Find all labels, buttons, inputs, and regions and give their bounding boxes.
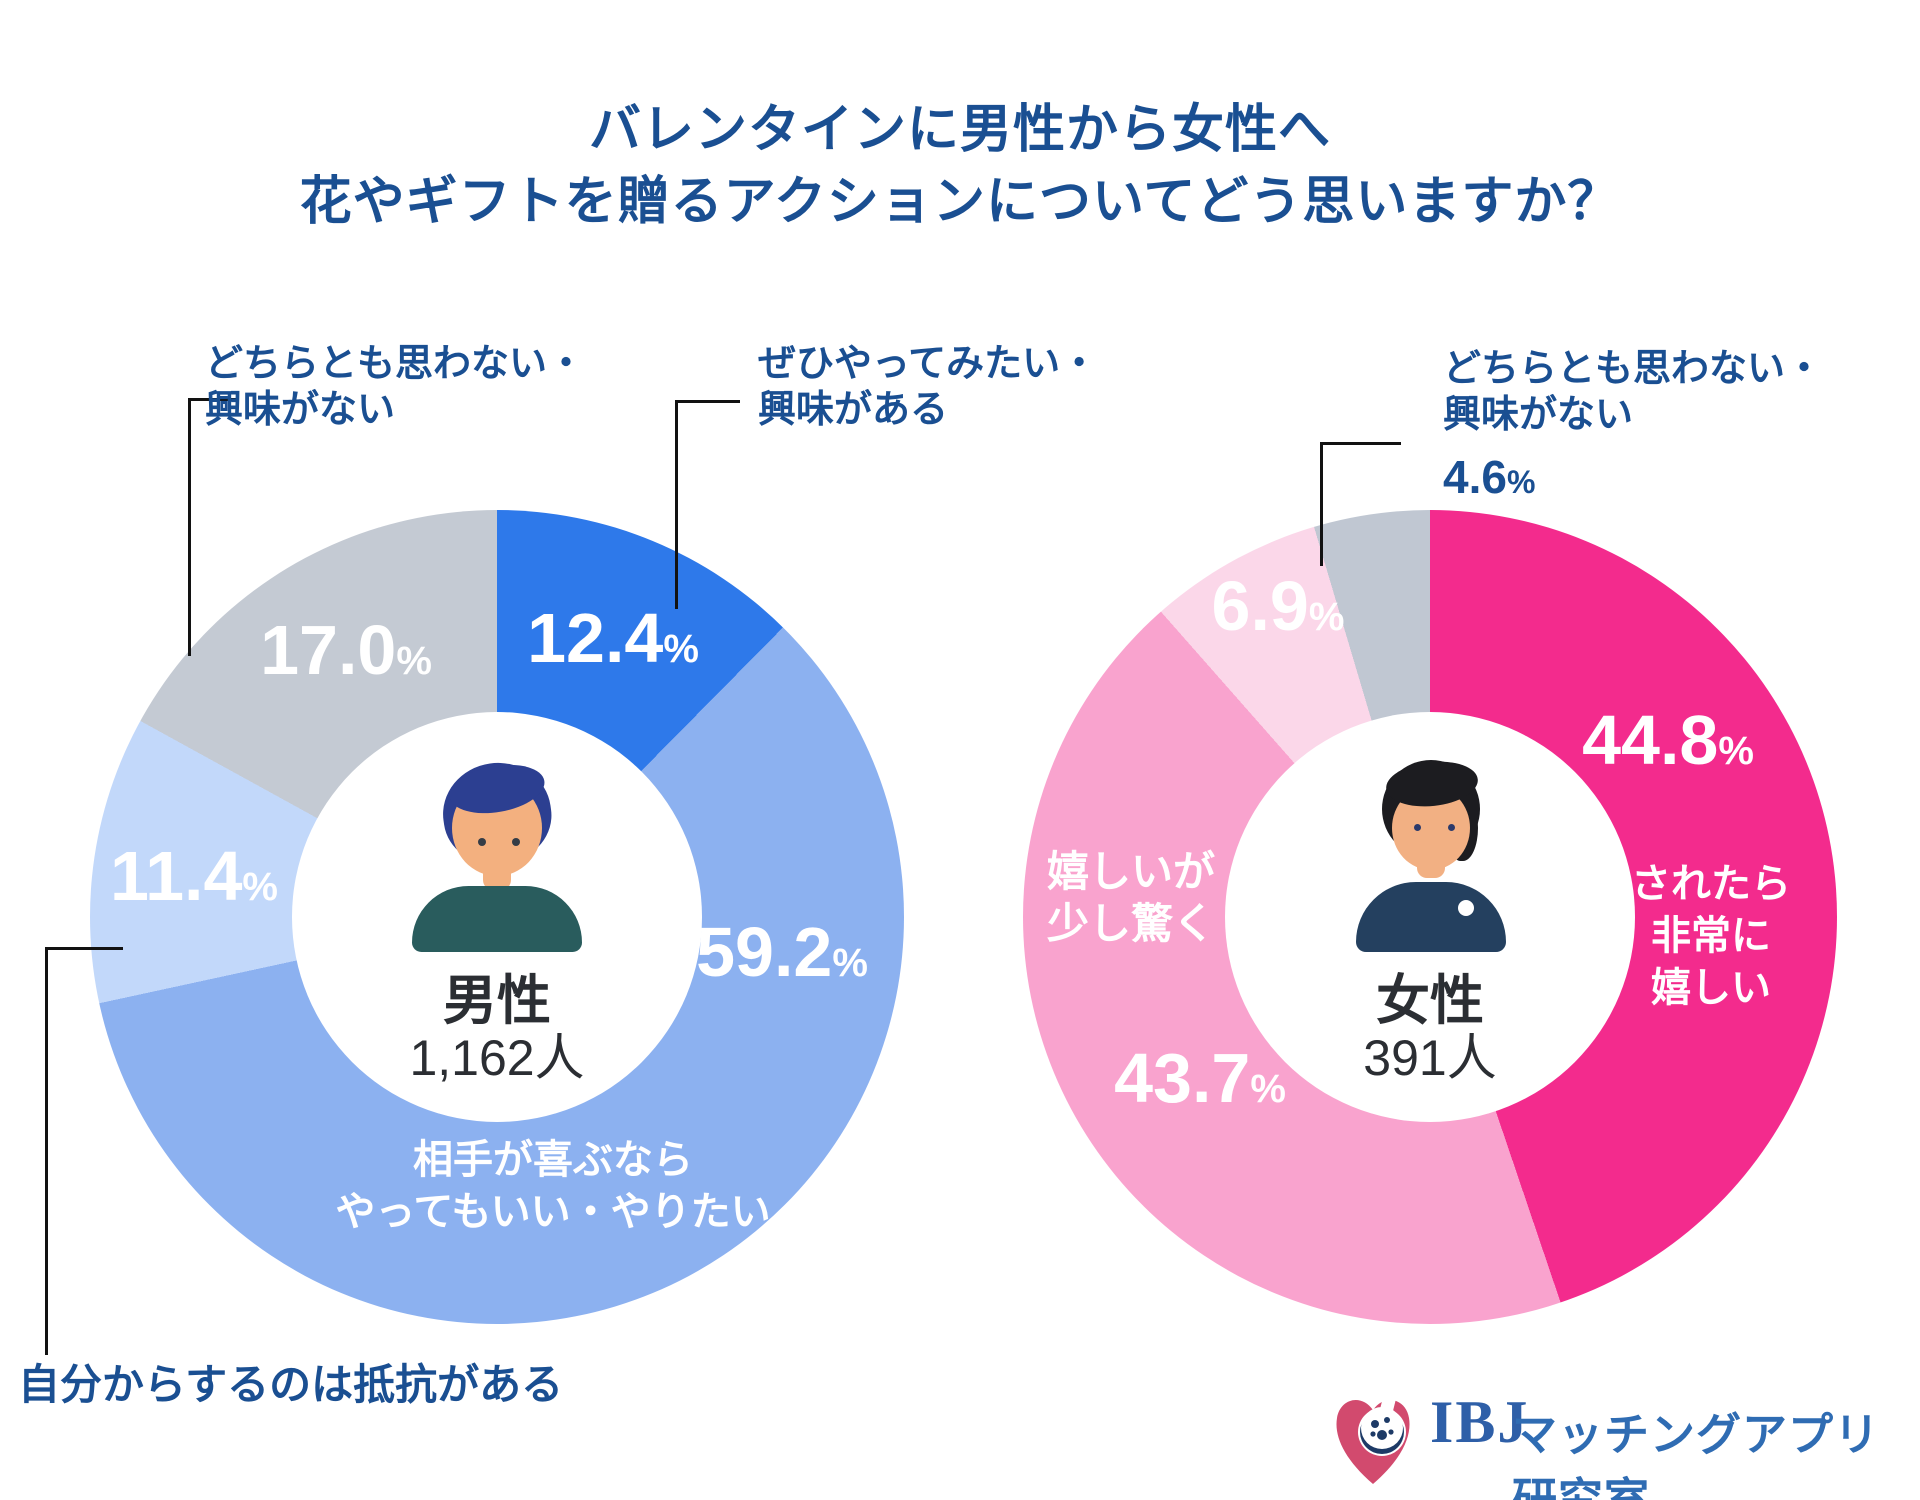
ibj-heart-flask-icon bbox=[1336, 1381, 1410, 1484]
female-seg-surprised-percent: 43.7% bbox=[1114, 1038, 1286, 1118]
male-seg-neutral-value: 17.0 bbox=[260, 611, 397, 689]
female-neutral-callout-label: どちらとも思わない・ 興味がない bbox=[1443, 346, 1823, 438]
female-group-label: 女性 bbox=[1376, 971, 1484, 1031]
female-seg-minor-percent: 6.9% bbox=[1212, 566, 1345, 646]
female-neutral-callout-line bbox=[1320, 442, 1401, 566]
female-seg-surprised-label: 嬉しいが 少し驚く bbox=[1047, 846, 1215, 950]
male-seg-willing-percent: 59.2% bbox=[696, 912, 868, 992]
percent-sign: % bbox=[832, 941, 868, 985]
male-eye-left bbox=[478, 838, 486, 846]
male-eager-callout-label: ぜひやってみたい・ 興味がある bbox=[758, 341, 1098, 433]
male-eye-right bbox=[512, 838, 520, 846]
female-eye-left bbox=[1414, 824, 1421, 831]
percent-sign: % bbox=[1506, 464, 1536, 500]
male-seg-resist-percent: 11.4% bbox=[110, 836, 278, 916]
female-eye-right bbox=[1448, 824, 1455, 831]
male-seg-eager-percent: 12.4% bbox=[527, 598, 699, 678]
male-eager-callout-line2: 興味がある bbox=[758, 389, 949, 431]
percent-sign: % bbox=[1308, 595, 1345, 639]
male-seg-willing-value: 59.2 bbox=[696, 913, 833, 991]
percent-sign: % bbox=[1718, 729, 1754, 773]
female-flower-brooch-shape bbox=[1458, 900, 1474, 916]
female-seg-delighted-label: されたら 非常に 嬉しい bbox=[1631, 858, 1791, 1014]
page-title: バレンタインに男性から女性へ 花やギフトを贈るアクションについてどう思いますか？ bbox=[0, 94, 1920, 238]
percent-sign: % bbox=[663, 627, 699, 671]
male-seg-resist-value: 11.4 bbox=[110, 837, 243, 915]
female-neutral-callout-value: 4.6 bbox=[1443, 451, 1507, 503]
male-resist-callout-label: 自分からするのは抵抗がある bbox=[18, 1361, 564, 1408]
female-neutral-callout-line2: 興味がない bbox=[1443, 394, 1634, 436]
female-seg-delighted-percent: 44.8% bbox=[1582, 700, 1754, 780]
female-seg-delighted-value: 44.8 bbox=[1582, 701, 1719, 779]
male-eager-callout-line1: ぜひやってみたい・ bbox=[758, 343, 1099, 385]
male-seg-willing-label-line2: やってもいい・やりたい bbox=[335, 1190, 771, 1234]
page-title-line2: 花やギフトを贈るアクションについてどう思いますか？ bbox=[299, 173, 1621, 231]
female-seg-delighted-label-line3: 嬉しい bbox=[1651, 966, 1771, 1010]
female-seg-surprised-value: 43.7 bbox=[1114, 1039, 1251, 1117]
male-seg-willing-label-line1: 相手が喜ぶなら bbox=[412, 1138, 693, 1182]
percent-sign: % bbox=[242, 865, 278, 909]
female-neck-shape bbox=[1417, 858, 1445, 878]
male-resist-callout-line bbox=[45, 947, 123, 1355]
male-neutral-callout-line2: 興味がない bbox=[205, 389, 396, 431]
male-neck-shape bbox=[483, 868, 511, 890]
female-body-shape bbox=[1356, 882, 1506, 952]
female-neutral-callout-percent: 4.6% bbox=[1443, 450, 1535, 504]
male-neutral-callout-label: どちらとも思わない・ 興味がない bbox=[205, 341, 585, 433]
ibj-logo-text: IBJ bbox=[1430, 1389, 1530, 1455]
male-seg-willing-label: 相手が喜ぶなら やってもいい・やりたい bbox=[335, 1134, 770, 1238]
page-title-line1: バレンタインに男性から女性へ bbox=[588, 101, 1331, 159]
male-seg-neutral-percent: 17.0% bbox=[260, 610, 432, 690]
male-group-label: 男性 bbox=[443, 971, 551, 1031]
percent-sign: % bbox=[1250, 1067, 1286, 1111]
male-neutral-callout-line bbox=[188, 398, 236, 656]
female-seg-delighted-label-line2: 非常に bbox=[1651, 914, 1771, 958]
female-seg-delighted-label-line1: されたら bbox=[1631, 862, 1791, 906]
male-seg-eager-value: 12.4 bbox=[527, 599, 664, 677]
female-neutral-callout-line1: どちらとも思わない・ bbox=[1443, 348, 1824, 390]
male-sample-count: 1,162人 bbox=[409, 1030, 585, 1086]
ibj-lab-name: マッチングアプリ研究室 bbox=[1512, 1409, 1881, 1500]
female-sample-count: 391人 bbox=[1363, 1030, 1497, 1086]
male-neutral-callout-line1: どちらとも思わない・ bbox=[205, 343, 586, 385]
percent-sign: % bbox=[396, 639, 432, 683]
female-seg-surprised-label-line1: 嬉しいが bbox=[1046, 848, 1216, 895]
female-seg-surprised-label-line2: 少し驚く bbox=[1046, 900, 1216, 947]
male-eager-callout-line bbox=[675, 400, 740, 609]
male-body-shape bbox=[412, 886, 582, 952]
female-seg-minor-value: 6.9 bbox=[1211, 567, 1309, 645]
